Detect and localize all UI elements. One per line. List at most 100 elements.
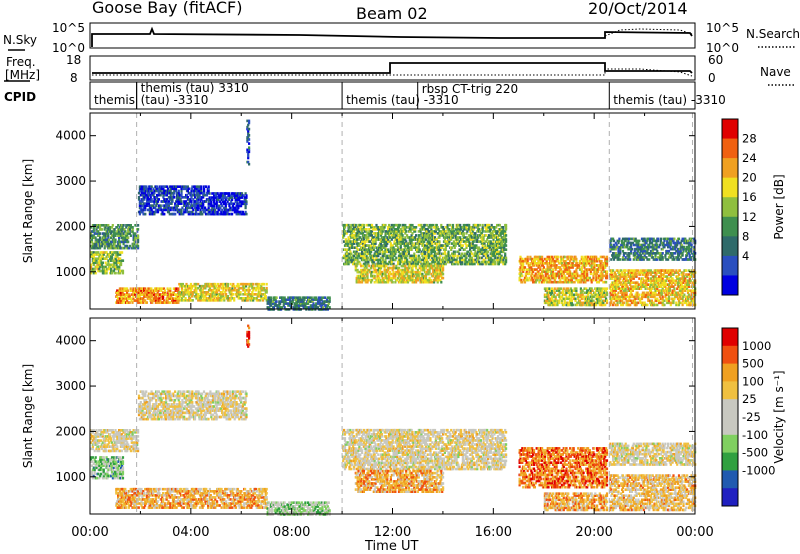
power-cell [444,262,447,266]
power-cell [550,272,553,276]
power-cell [425,242,428,245]
power-cell [140,185,143,188]
power-cell [360,268,363,272]
power-cell [434,230,437,233]
power-cell [384,272,387,276]
power-cell [167,301,170,304]
power-cell [345,256,348,260]
power-cell [93,267,96,271]
power-cell [496,250,499,254]
power-cell [386,278,389,282]
power-cell [348,256,351,260]
power-cell [289,304,292,307]
power-cell [435,276,438,280]
power-cell [99,253,102,256]
power-cell [431,234,434,237]
power-cell [519,266,522,269]
power-cell [198,295,201,298]
power-cell [424,276,428,280]
power-cell [444,248,447,251]
power-cell [210,212,213,216]
power-cell [163,289,166,292]
power-cell [352,230,356,233]
power-cell [380,232,383,235]
power-cell [491,244,494,247]
power-cell [144,206,147,210]
power-cell [358,244,361,247]
power-cell [187,198,190,201]
power-cell [487,223,491,227]
power-cell [379,262,383,266]
power-cell [536,262,539,265]
power-cell [444,232,447,235]
power-cell [492,238,495,241]
power-cell [523,280,527,284]
power-cell [409,242,412,245]
power-cell [272,306,275,309]
power-cell [200,185,203,188]
power-cell [90,246,94,250]
power-cell [500,260,503,264]
power-cell [417,250,420,254]
power-cell [426,234,429,237]
power-cell [545,259,548,263]
power-cell [287,304,290,307]
power-cell [570,280,573,284]
power-cell [567,280,570,284]
power-cell [446,240,449,243]
power-cell [403,278,406,282]
power-cell [429,280,432,284]
power-cell [133,291,136,294]
power-cell [116,299,119,302]
power-cell [163,198,166,201]
power-cell [122,297,125,300]
power-cell [139,202,142,205]
power-cell [159,189,162,193]
power-cell [413,274,416,278]
power-cell [393,254,396,258]
power-cell [187,202,190,205]
power-cell [417,254,420,258]
power-cell [190,193,193,197]
power-cell [524,278,527,282]
power-cell [528,276,531,280]
power-cell [120,295,123,298]
power-cell [120,236,123,239]
power-cell [164,193,167,197]
power-cell [379,246,383,249]
power-cell [216,297,219,300]
power-cell [453,246,456,249]
power-cell [167,204,170,207]
power-cell [150,208,153,212]
power-cell [390,228,393,231]
power-cell [185,187,189,191]
power-cell [326,296,329,299]
power-cell [128,246,131,250]
power-cell [207,202,210,205]
power-cell [496,244,500,247]
power-cell [355,278,358,282]
power-cell [418,256,421,260]
power-cell [424,244,427,247]
power-cell [184,297,187,300]
power-cell [207,206,210,210]
power-cell [132,293,135,296]
power-cell [384,258,387,262]
power-cell [274,302,277,305]
power-cell [494,260,497,264]
power-cell [121,246,124,250]
power-cell [352,254,356,258]
power-cell [149,187,152,191]
power-cell [126,289,130,292]
power-cell [480,256,483,260]
power-cell [287,296,290,299]
power-cell [192,284,195,288]
power-cell [395,266,398,270]
power-cell [251,291,254,294]
power-cell [504,230,507,233]
power-cell [298,304,301,307]
power-cell [150,189,153,193]
power-cell [433,226,436,229]
power-cell [370,278,374,282]
